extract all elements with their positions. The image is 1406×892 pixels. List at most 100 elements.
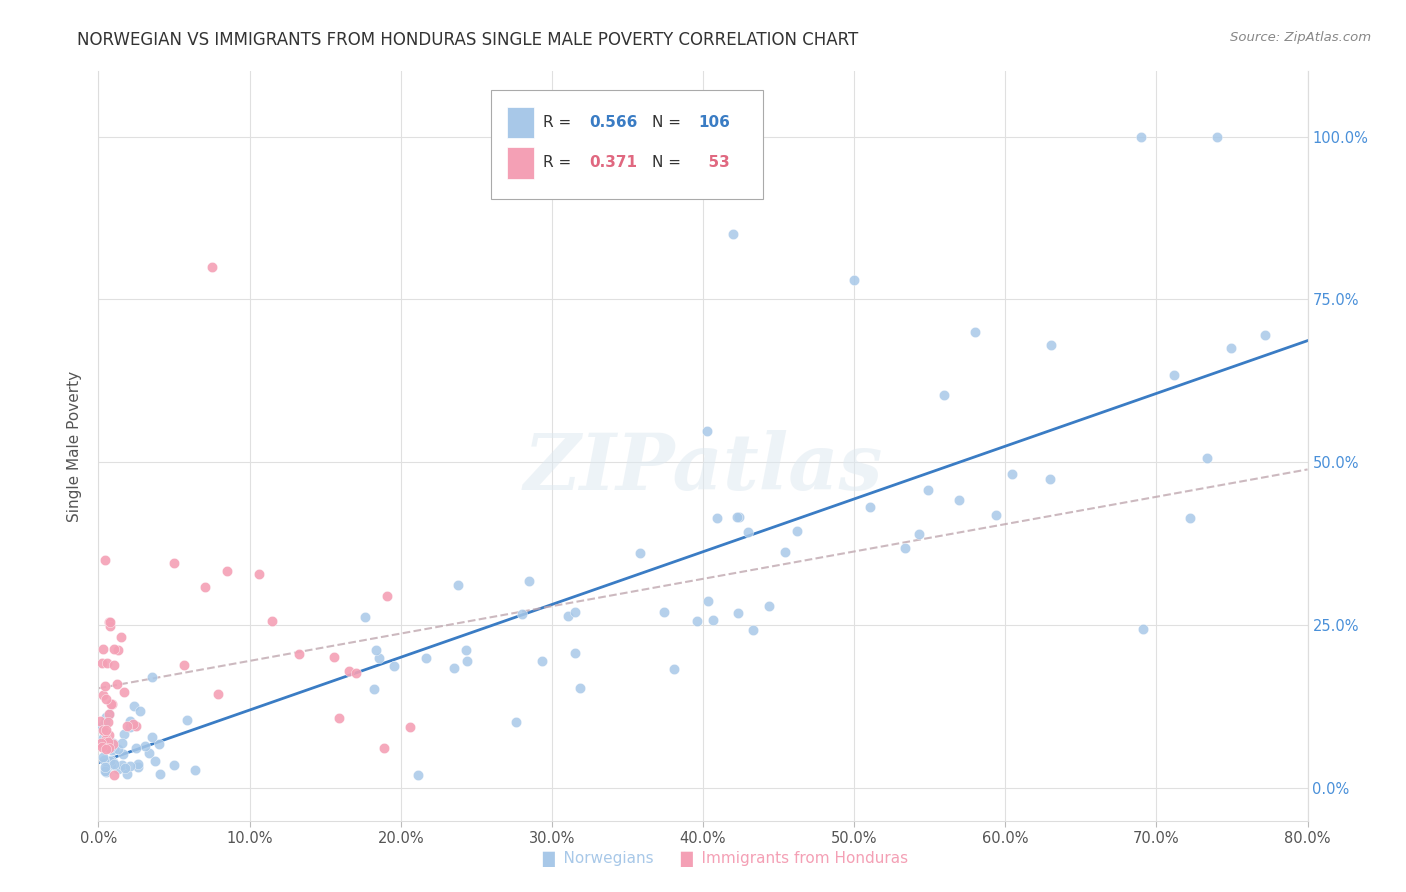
- Point: [859, 500, 882, 514]
- Point: [141, 670, 163, 684]
- Point: [337, 664, 360, 678]
- Point: [98, 728, 121, 742]
- Point: [94, 692, 117, 706]
- Point: [91, 731, 114, 745]
- Point: [100, 742, 122, 756]
- Point: [101, 756, 124, 770]
- Point: [128, 704, 150, 718]
- Point: [90, 719, 112, 733]
- Point: [893, 541, 915, 555]
- Point: [97, 735, 120, 749]
- Point: [557, 608, 579, 623]
- Point: [741, 623, 763, 637]
- Point: [366, 643, 388, 657]
- Point: [134, 739, 156, 754]
- Point: [93, 553, 115, 567]
- Point: [100, 758, 122, 772]
- Point: [96, 723, 118, 737]
- Point: [91, 688, 114, 702]
- Point: [163, 556, 186, 570]
- Point: [322, 650, 344, 665]
- Point: [98, 619, 121, 633]
- Point: [125, 740, 148, 755]
- Point: [101, 735, 124, 749]
- Point: [373, 740, 395, 755]
- Point: [94, 724, 117, 739]
- Point: [569, 681, 592, 695]
- Point: [93, 759, 115, 773]
- Text: 53: 53: [699, 155, 730, 170]
- Point: [415, 651, 437, 665]
- Point: [163, 758, 186, 772]
- Point: [100, 741, 122, 756]
- Point: [247, 567, 270, 582]
- Point: [90, 739, 112, 754]
- Point: [103, 642, 125, 657]
- Text: Source: ZipAtlas.com: Source: ZipAtlas.com: [1230, 31, 1371, 45]
- Point: [844, 273, 866, 287]
- Point: [354, 610, 377, 624]
- Text: █  Norwegians: █ Norwegians: [541, 851, 654, 867]
- Point: [115, 719, 138, 733]
- Point: [1130, 129, 1153, 144]
- Point: [184, 764, 207, 778]
- Y-axis label: Single Male Poverty: Single Male Poverty: [67, 370, 83, 522]
- Point: [127, 760, 149, 774]
- Point: [932, 387, 955, 401]
- Point: [215, 565, 238, 579]
- Point: [1254, 327, 1277, 342]
- Point: [786, 524, 808, 539]
- Point: [1180, 511, 1202, 525]
- Point: [194, 580, 217, 594]
- Point: [118, 759, 141, 773]
- Point: [368, 650, 391, 665]
- Point: [908, 527, 931, 541]
- Point: [125, 719, 148, 733]
- Text: R =: R =: [543, 155, 576, 170]
- Point: [100, 754, 122, 768]
- Point: [664, 662, 686, 676]
- Point: [94, 762, 117, 776]
- Point: [446, 577, 468, 591]
- Point: [101, 738, 124, 752]
- Point: [1001, 467, 1024, 482]
- Point: [201, 260, 224, 274]
- Point: [456, 654, 478, 668]
- Point: [89, 714, 111, 728]
- Point: [505, 715, 527, 730]
- Point: [564, 646, 586, 660]
- Point: [344, 666, 367, 681]
- Point: [723, 227, 745, 242]
- Point: [100, 698, 122, 712]
- Point: [103, 742, 125, 756]
- Point: [120, 714, 142, 728]
- Point: [93, 739, 115, 753]
- Point: [93, 714, 115, 729]
- Text: N =: N =: [652, 155, 686, 170]
- Point: [173, 657, 195, 672]
- Point: [110, 630, 132, 644]
- Point: [328, 711, 350, 725]
- Point: [510, 607, 533, 622]
- Point: [112, 726, 135, 740]
- Point: [530, 654, 553, 668]
- Point: [141, 731, 163, 745]
- Point: [98, 615, 121, 629]
- Point: [91, 723, 114, 737]
- Point: [363, 681, 385, 696]
- Point: [98, 615, 121, 629]
- Text: NORWEGIAN VS IMMIGRANTS FROM HONDURAS SINGLE MALE POVERTY CORRELATION CHART: NORWEGIAN VS IMMIGRANTS FROM HONDURAS SI…: [77, 31, 859, 49]
- Bar: [508, 106, 534, 138]
- Point: [93, 753, 115, 767]
- Point: [112, 747, 135, 761]
- Text: 0.371: 0.371: [589, 155, 637, 170]
- Point: [107, 762, 129, 776]
- Point: [406, 768, 429, 782]
- Text: █  Immigrants from Honduras: █ Immigrants from Honduras: [681, 851, 908, 867]
- Point: [737, 524, 759, 539]
- Point: [1195, 450, 1218, 465]
- Point: [97, 706, 120, 721]
- Point: [96, 656, 118, 670]
- Point: [122, 717, 145, 731]
- Point: [103, 658, 125, 673]
